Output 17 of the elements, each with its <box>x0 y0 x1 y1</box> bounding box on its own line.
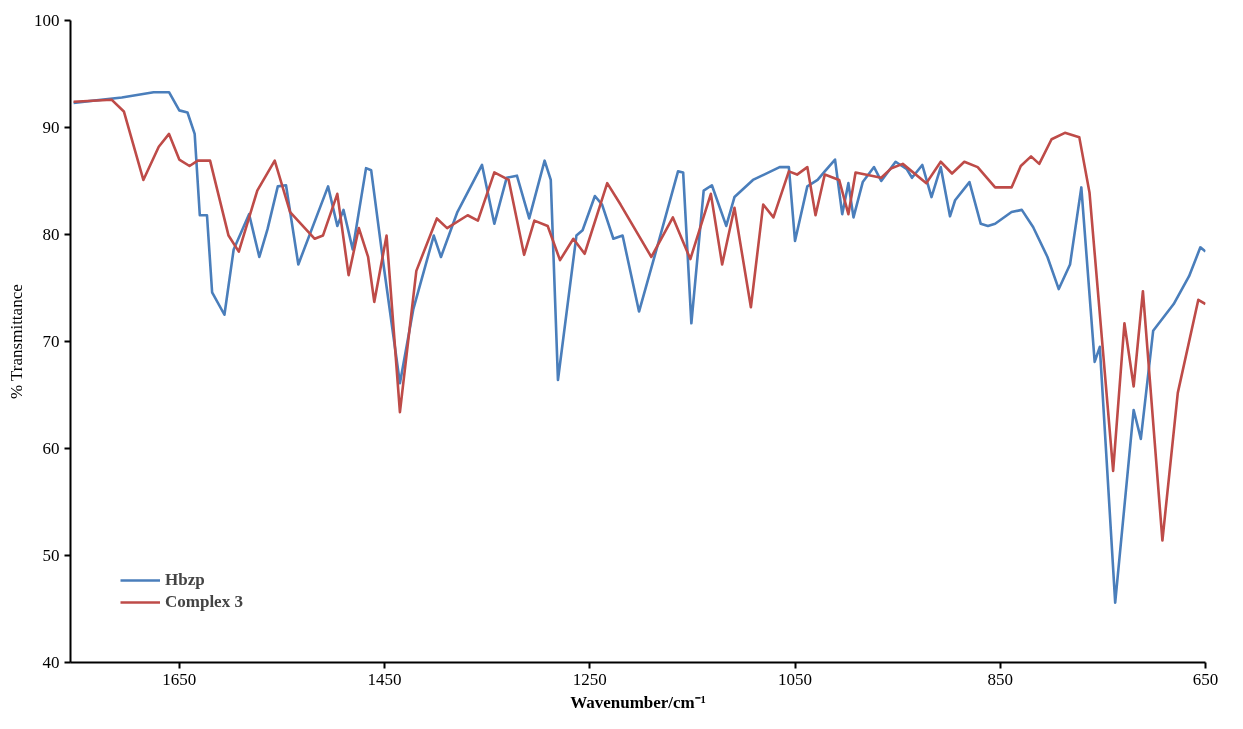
y-axis-title: % Transmittance <box>7 284 26 400</box>
y-tick-label: 40 <box>42 653 60 672</box>
x-axis-title: Wavenumber/cm⁻¹ <box>570 692 706 712</box>
y-tick-label: 80 <box>42 225 60 244</box>
x-tick-label: 850 <box>987 669 1014 689</box>
x-tick-label: 650 <box>1192 669 1219 689</box>
x-tick-label: 1450 <box>367 669 402 689</box>
legend-label: Complex 3 <box>165 592 243 612</box>
y-tick-label: 70 <box>42 332 60 351</box>
x-tick-label: 1050 <box>778 669 813 689</box>
y-tick-label: 100 <box>34 11 60 30</box>
y-tick-label: 90 <box>42 118 60 137</box>
y-tick-label: 60 <box>42 439 60 458</box>
y-tick-label: 50 <box>42 546 60 565</box>
x-tick-label: 1250 <box>572 669 607 689</box>
x-tick-label: 1650 <box>162 669 197 689</box>
legend-label: Hbzp <box>165 570 205 590</box>
